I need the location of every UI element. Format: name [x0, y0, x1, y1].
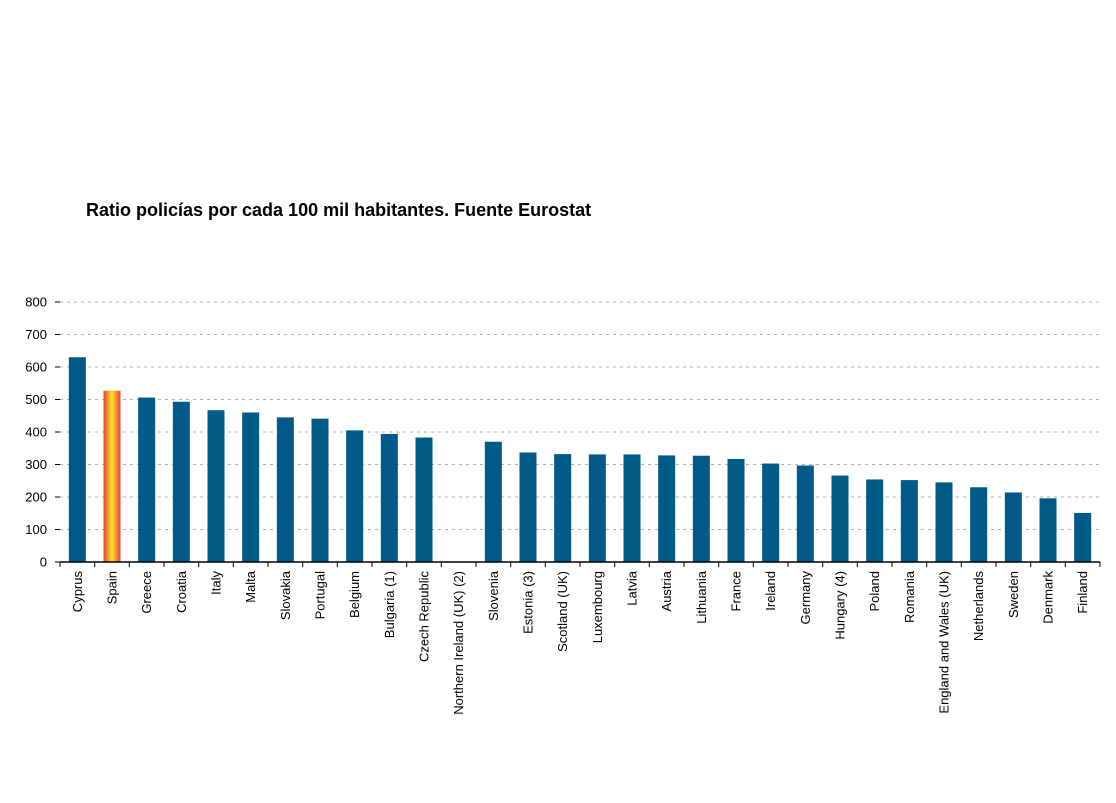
bar-sweden — [1004, 492, 1022, 562]
x-category-label: Spain — [105, 571, 120, 604]
bar-slovakia — [276, 417, 294, 562]
x-category-label: Luxembourg — [590, 571, 605, 643]
y-tick-label: 700 — [25, 327, 47, 342]
bars — [68, 357, 1092, 562]
x-category-label: Sweden — [1006, 571, 1021, 618]
bar-cyprus — [68, 357, 86, 562]
x-category-label: Croatia — [174, 570, 189, 613]
x-category-label: Belgium — [347, 571, 362, 618]
x-category-label: Austria — [659, 570, 674, 611]
bar-belgium — [346, 430, 364, 562]
bar-france — [727, 458, 745, 562]
y-tick-label: 100 — [25, 522, 47, 537]
bar-czech-republic — [415, 437, 433, 562]
bar-estonia-3 — [519, 452, 537, 562]
bar-poland — [866, 479, 884, 562]
x-category-label: Ireland — [763, 571, 778, 611]
x-category-label: Denmark — [1041, 571, 1056, 624]
y-tick-label: 200 — [25, 490, 47, 505]
x-category-label: Czech Republic — [417, 571, 432, 663]
x-category-label: Romania — [902, 570, 917, 623]
bar-latvia — [623, 454, 641, 562]
bar-england-and-wales-uk — [935, 482, 953, 562]
bar-spain — [103, 390, 121, 562]
bar-italy — [207, 410, 225, 562]
bar-greece — [138, 397, 156, 562]
x-category-label: Hungary (4) — [833, 571, 848, 640]
chart-title: Ratio policías por cada 100 mil habitant… — [86, 200, 592, 220]
x-category-label: Germany — [798, 571, 813, 625]
y-tick-label: 500 — [25, 392, 47, 407]
x-category-label: England and Wales (UK) — [937, 571, 952, 714]
x-category-label: Slovenia — [486, 570, 501, 621]
x-category-label: Latvia — [625, 570, 640, 605]
y-tick-label: 400 — [25, 425, 47, 440]
bar-portugal — [311, 418, 329, 562]
bar-lithuania — [692, 455, 710, 562]
x-category-label: France — [729, 571, 744, 611]
y-tick-label: 600 — [25, 360, 47, 375]
bar-scotland-uk — [554, 454, 572, 562]
y-axis: 0 100 200 300 400 500 600 700 800 — [25, 295, 60, 570]
x-axis-labels: Cyprus Spain Greece Croatia Italy Malta Slovak… — [70, 570, 1090, 715]
x-category-label: Finland — [1075, 571, 1090, 614]
bar-slovenia — [484, 441, 502, 562]
bar-denmark — [1039, 498, 1057, 562]
x-category-label: Scotland (UK) — [555, 571, 570, 652]
bar-romania — [900, 480, 918, 562]
x-category-label: Netherlands — [971, 571, 986, 642]
bar-malta — [242, 412, 260, 562]
x-category-label: Lithuania — [694, 570, 709, 624]
x-category-label: Poland — [867, 571, 882, 611]
x-category-label: Cyprus — [70, 571, 85, 613]
bar-luxembourg — [588, 454, 606, 562]
y-tick-label: 800 — [25, 295, 47, 310]
x-category-label: Estonia (3) — [521, 571, 536, 634]
x-category-label: Italy — [209, 571, 224, 595]
bar-croatia — [172, 401, 190, 562]
bar-finland — [1074, 512, 1092, 562]
bar-austria — [658, 455, 676, 562]
bar-germany — [796, 465, 814, 562]
y-tick-label: 300 — [25, 457, 47, 472]
bar-hungary-4 — [831, 475, 849, 562]
x-category-label: Slovakia — [278, 570, 293, 620]
x-category-label: Portugal — [313, 571, 328, 620]
x-category-label: Bulgaria (1) — [382, 571, 397, 638]
y-tick-label: 0 — [40, 555, 47, 570]
x-category-label: Malta — [243, 570, 258, 603]
x-axis — [59, 561, 1101, 567]
bar-netherlands — [970, 487, 988, 562]
x-category-label: Northern Ireland (UK) (2) — [451, 571, 466, 715]
bar-bulgaria-1 — [380, 433, 398, 562]
x-category-label: Greece — [139, 571, 154, 614]
bar-ireland — [762, 463, 780, 562]
gridlines — [60, 301, 1100, 530]
